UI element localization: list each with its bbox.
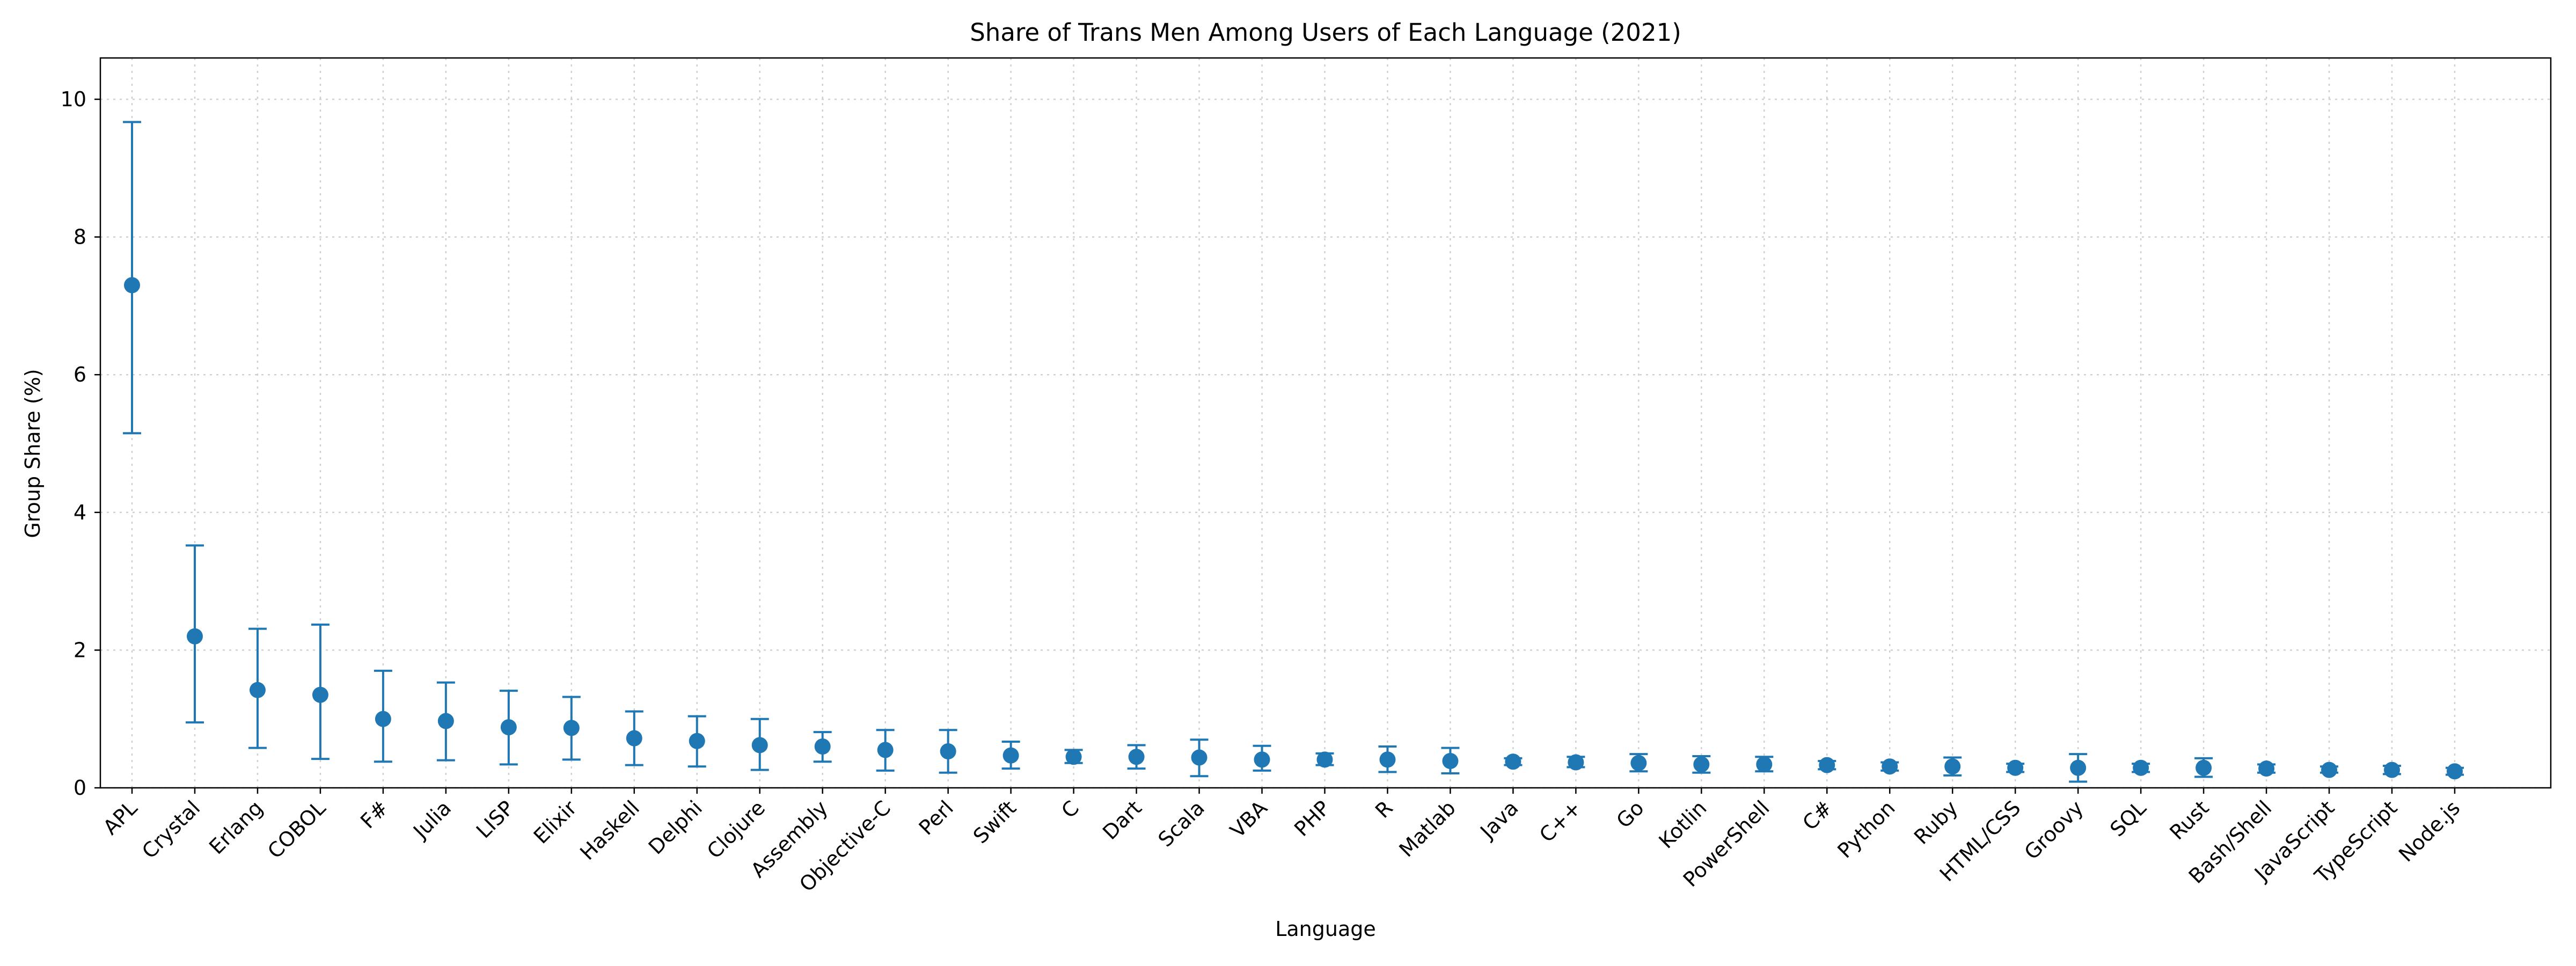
- x-axis-label: Language: [1275, 917, 1376, 941]
- chart-title: Share of Trans Men Among Users of Each L…: [970, 18, 1681, 47]
- data-point: [626, 730, 642, 747]
- data-point: [1128, 749, 1145, 765]
- y-tick-label: 8: [74, 225, 86, 249]
- data-points: [124, 277, 2463, 780]
- y-tick-label: 0: [74, 776, 86, 800]
- data-point: [689, 733, 705, 749]
- data-point: [500, 719, 517, 736]
- data-point: [940, 743, 956, 759]
- data-point: [814, 738, 831, 755]
- data-point: [375, 711, 391, 727]
- data-point: [312, 686, 328, 703]
- data-point: [1316, 751, 1333, 768]
- data-point: [563, 720, 580, 736]
- y-tick-labels: 0 2 4 6 8 10: [61, 87, 86, 800]
- data-point: [437, 713, 454, 729]
- data-point: [1819, 757, 1835, 773]
- data-point: [186, 628, 203, 645]
- data-point: [1442, 752, 1459, 769]
- data-point: [1254, 751, 1270, 768]
- data-point: [2007, 759, 2024, 776]
- data-point: [1882, 758, 1898, 775]
- data-point: [2070, 759, 2087, 776]
- data-point: [1002, 747, 1019, 764]
- data-point: [1693, 756, 1710, 773]
- y-axis-label: Group Share (%): [21, 369, 45, 538]
- data-point: [877, 742, 894, 758]
- data-point: [2447, 763, 2463, 780]
- data-point: [2258, 760, 2275, 777]
- data-point: [751, 737, 768, 753]
- data-point: [124, 277, 140, 294]
- data-point: [1756, 756, 1773, 773]
- y-tick-label: 6: [74, 363, 86, 386]
- data-point: [2321, 762, 2338, 778]
- data-point: [2133, 759, 2149, 776]
- data-point: [1630, 755, 1647, 771]
- y-tick-label: 10: [61, 87, 86, 111]
- data-point: [1379, 751, 1396, 768]
- data-point: [249, 682, 266, 698]
- plot-area-frame: [99, 57, 2552, 789]
- data-point: [1505, 753, 1521, 770]
- data-point: [1568, 754, 1584, 771]
- axis-ticks: [94, 98, 2456, 794]
- data-point: [1944, 758, 1961, 775]
- y-tick-label: 2: [74, 638, 86, 662]
- data-point: [1065, 749, 1082, 765]
- data-point: [2196, 759, 2212, 776]
- y-tick-label: 4: [74, 501, 86, 524]
- data-point: [2384, 762, 2401, 778]
- data-point: [1191, 749, 1208, 766]
